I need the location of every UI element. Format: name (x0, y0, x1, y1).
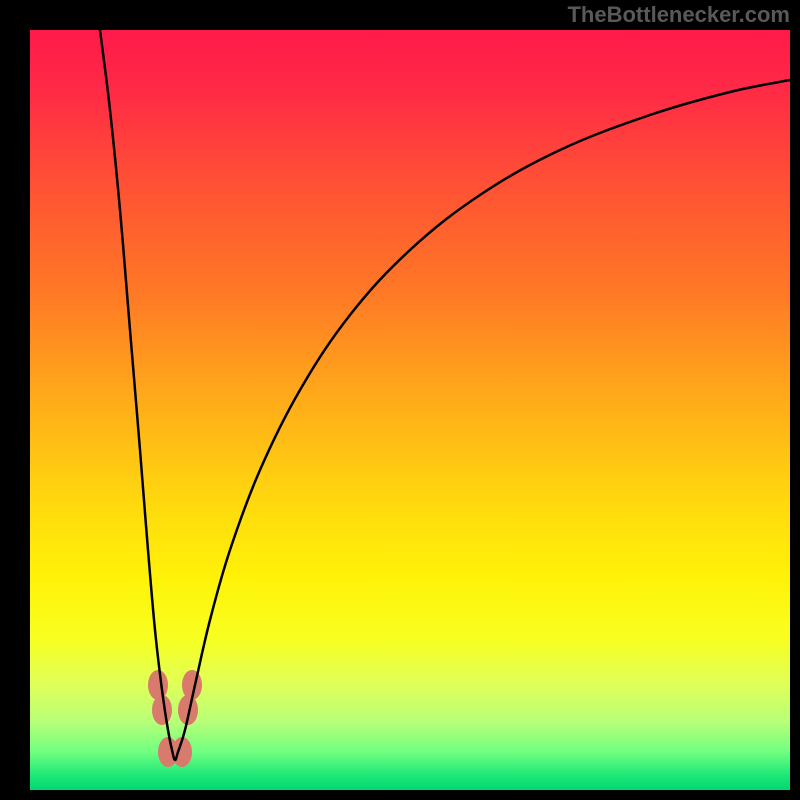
gradient-background (30, 30, 790, 790)
watermark-text: TheBottlenecker.com (567, 2, 790, 28)
marker-point (148, 670, 168, 700)
chart-container: TheBottlenecker.com (0, 0, 800, 800)
marker-point (152, 695, 172, 725)
plot-area (30, 30, 790, 790)
chart-svg (30, 30, 790, 790)
